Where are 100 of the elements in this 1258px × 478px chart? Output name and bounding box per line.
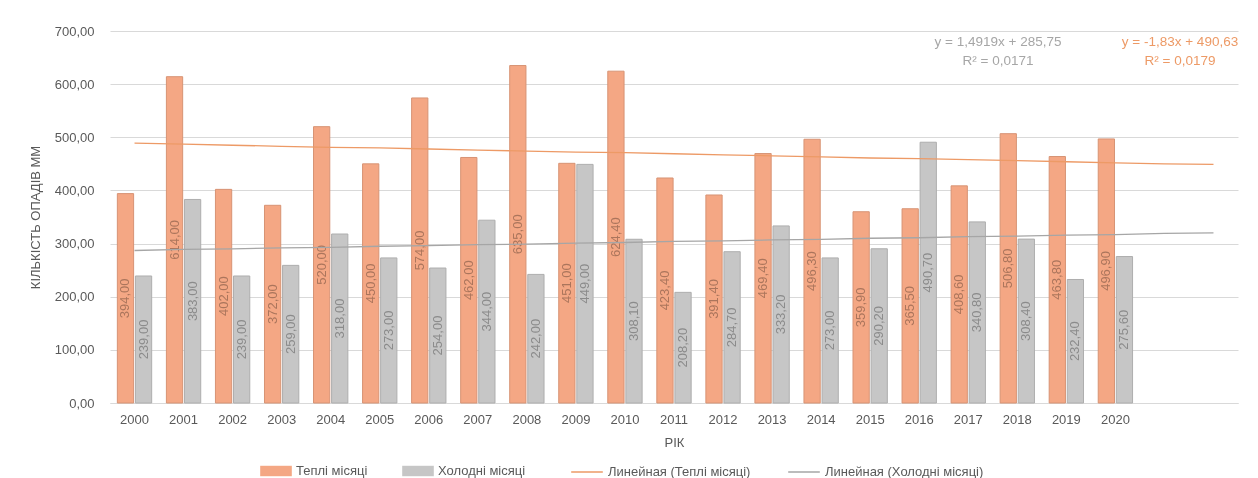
bar xyxy=(705,194,723,404)
data-label: 308,40 xyxy=(1018,301,1034,341)
data-label: 490,70 xyxy=(920,252,936,293)
bar xyxy=(313,126,331,404)
bar xyxy=(901,208,919,404)
x-tick-label: 2003 xyxy=(267,411,297,427)
x-tick-label: 2007 xyxy=(463,411,493,427)
x-tick-label: 2004 xyxy=(316,411,346,427)
data-label: 232,40 xyxy=(1067,321,1083,362)
y-tick-label: 200,00 xyxy=(54,289,95,305)
data-label: 462,00 xyxy=(460,260,476,301)
bar xyxy=(460,156,478,404)
y-tick-label: 300,00 xyxy=(54,236,95,252)
data-label: 463,80 xyxy=(1049,259,1065,300)
annotation: y = 1,4919x + 285,75 R² = 0,0171 xyxy=(934,34,1062,68)
bar xyxy=(214,188,233,404)
y-tick-label: 400,00 xyxy=(54,182,95,198)
bar xyxy=(116,193,135,404)
bar xyxy=(263,204,282,404)
bar xyxy=(1115,256,1134,404)
data-label: 383,00 xyxy=(184,281,200,322)
x-tick-label: 2006 xyxy=(414,411,444,427)
bar xyxy=(429,267,447,404)
data-label: 496,90 xyxy=(1098,251,1114,291)
data-label: 275,60 xyxy=(1116,309,1132,350)
data-label: 359,90 xyxy=(853,287,869,328)
bar xyxy=(380,257,398,404)
x-tick-label: 2017 xyxy=(953,411,983,427)
data-label: 273,00 xyxy=(822,310,838,351)
data-label: 208,20 xyxy=(675,327,691,368)
data-label: 333,20 xyxy=(773,294,789,335)
data-label: 254,00 xyxy=(429,315,445,356)
x-tick-label: 2009 xyxy=(561,411,591,427)
bar xyxy=(674,291,692,404)
x-tick-label: 2013 xyxy=(757,411,787,427)
data-label: 365,50 xyxy=(902,286,918,326)
bar xyxy=(509,65,527,404)
data-label: 449,00 xyxy=(576,263,592,304)
bar xyxy=(723,251,741,404)
line-series xyxy=(133,142,1215,166)
y-tick-label: 100,00 xyxy=(54,342,95,358)
bar xyxy=(852,211,870,404)
data-label: 469,40 xyxy=(755,258,771,299)
data-label: 308,10 xyxy=(625,301,641,342)
data-label: 451,00 xyxy=(558,263,574,304)
legend-label: Линейная (Холодні місяці) xyxy=(825,464,984,478)
x-tick-label: 2020 xyxy=(1100,411,1130,427)
data-label: 391,40 xyxy=(706,279,722,319)
bar xyxy=(1048,156,1066,404)
data-label: 402,00 xyxy=(215,276,231,317)
x-tick-label: 2018 xyxy=(1002,411,1032,427)
x-tick-label: 2012 xyxy=(708,411,738,427)
data-label: 372,00 xyxy=(264,284,280,325)
x-tick-label: 2019 xyxy=(1051,411,1081,427)
y-axis-title: КІЛЬКІСТЬ ОПАДІВ ММ xyxy=(27,145,43,290)
data-label: 259,00 xyxy=(282,314,298,355)
bar xyxy=(803,138,821,404)
x-axis-title: РІК xyxy=(664,434,685,450)
data-label: 506,80 xyxy=(1000,248,1016,289)
data-label: 520,00 xyxy=(313,244,329,285)
x-tick-label: 2011 xyxy=(660,411,688,427)
x-tick-label: 2010 xyxy=(610,411,640,427)
x-tick-label: 2014 xyxy=(806,411,836,427)
bar xyxy=(999,133,1017,404)
data-label: 318,00 xyxy=(331,298,347,339)
data-label: 450,00 xyxy=(362,263,378,304)
x-tick-label: 2015 xyxy=(855,411,885,427)
data-label: 423,40 xyxy=(656,270,672,311)
bar xyxy=(165,76,184,404)
data-label: 242,00 xyxy=(527,318,543,359)
legend-label: Теплі місяці xyxy=(296,463,368,478)
data-label: 614,00 xyxy=(166,219,182,260)
data-label: 239,00 xyxy=(233,319,249,360)
bar xyxy=(558,162,576,404)
bar xyxy=(754,153,772,404)
x-tick-label: 2016 xyxy=(904,411,934,427)
data-label: 290,20 xyxy=(871,306,887,346)
annotation: y = -1,83x + 490,63 R² = 0,0179 xyxy=(1121,34,1239,68)
data-label: 394,00 xyxy=(117,278,133,319)
y-tick-label: 0,00 xyxy=(69,395,95,411)
bar xyxy=(656,177,674,404)
bar xyxy=(870,248,888,404)
bar xyxy=(821,257,839,404)
data-label: 273,00 xyxy=(380,310,396,351)
data-label: 344,00 xyxy=(478,291,494,332)
data-label: 239,00 xyxy=(135,319,151,360)
x-tick-label: 2000 xyxy=(120,411,149,427)
legend-label: Холодні місяці xyxy=(438,463,526,478)
bar xyxy=(282,264,300,404)
bar xyxy=(362,163,380,404)
x-tick-label: 2001 xyxy=(169,411,199,427)
x-tick-label: 2002 xyxy=(218,411,248,427)
x-tick-label: 2005 xyxy=(365,411,395,427)
data-label: 340,80 xyxy=(969,292,985,333)
data-label: 408,60 xyxy=(951,274,967,315)
bar xyxy=(607,70,625,404)
bar xyxy=(1097,138,1115,404)
y-tick-label: 600,00 xyxy=(54,76,95,92)
bar xyxy=(950,185,968,404)
data-label: 284,70 xyxy=(724,307,740,348)
